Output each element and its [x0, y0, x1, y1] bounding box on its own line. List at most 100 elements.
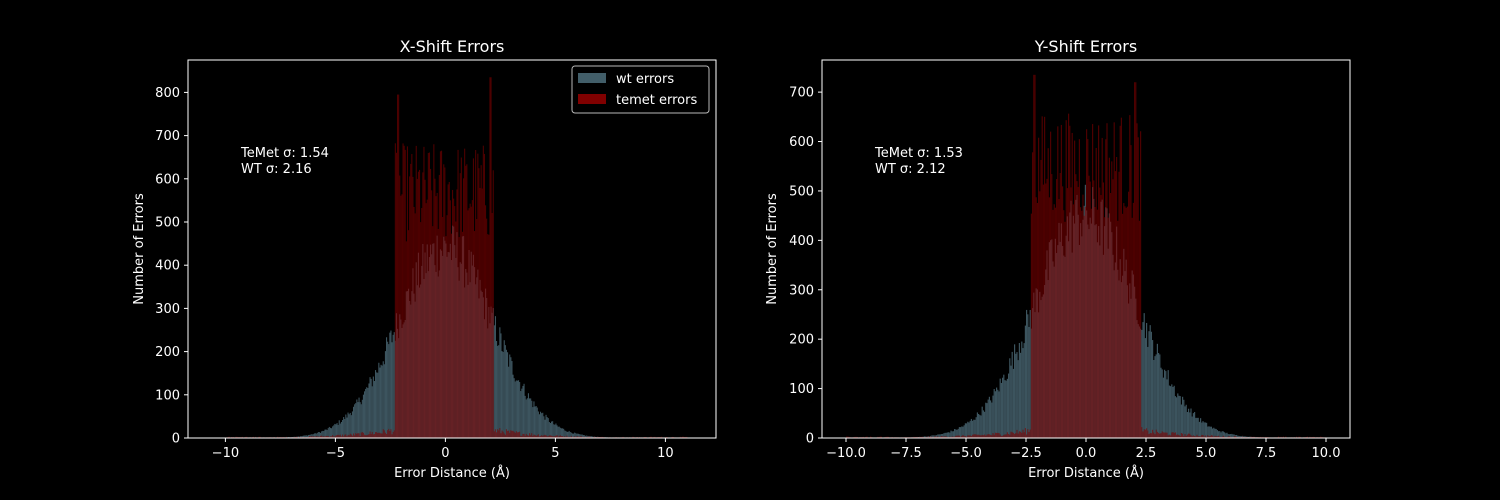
- temet-bar: [1166, 432, 1168, 438]
- wt-bar: [1142, 322, 1144, 438]
- wt-bar: [1021, 341, 1023, 438]
- temet-bar: [538, 436, 540, 438]
- wt-bar: [333, 425, 335, 438]
- temet-bar: [397, 94, 399, 438]
- temet-bar: [542, 435, 544, 438]
- temet-bar: [1134, 82, 1136, 439]
- wt-bar: [354, 404, 356, 438]
- temet-bar: [914, 436, 916, 438]
- wt-bar: [336, 423, 338, 438]
- wt-bar: [304, 435, 306, 438]
- y-tick-label: 800: [155, 86, 180, 101]
- legend-swatch-temet: [578, 94, 606, 104]
- temet-bar: [431, 190, 433, 438]
- temet-bar: [446, 215, 448, 438]
- wt-bar: [968, 422, 970, 438]
- wt-bar: [307, 434, 309, 438]
- temet-bar: [368, 434, 370, 438]
- temet-bar: [337, 434, 339, 438]
- temet-bar: [392, 431, 394, 438]
- temet-bar: [946, 436, 948, 438]
- wt-bar: [1178, 395, 1180, 438]
- temet-bar: [580, 436, 582, 438]
- temet-bar: [321, 435, 323, 438]
- wt-bar: [1213, 427, 1215, 438]
- wt-bar: [1202, 421, 1204, 438]
- temet-bar: [496, 432, 498, 438]
- temet-bar: [344, 434, 346, 438]
- wt-bar: [1218, 431, 1220, 438]
- wt-bar: [564, 430, 566, 438]
- temet-bar: [523, 433, 525, 438]
- temet-bar: [450, 233, 452, 438]
- temet-bar: [437, 228, 439, 438]
- temet-bar: [480, 165, 482, 438]
- x-tick-label: −7.5: [890, 446, 922, 461]
- temet-bar: [294, 436, 296, 438]
- wt-bar: [1146, 322, 1148, 438]
- wt-bar: [1173, 385, 1175, 438]
- temet-bar: [488, 234, 490, 438]
- wt-bar: [566, 431, 568, 438]
- temet-bar: [463, 178, 465, 439]
- temet-bar: [991, 435, 993, 438]
- temet-bar: [1096, 209, 1098, 438]
- temet-bar: [1053, 204, 1055, 438]
- wt-bar: [990, 400, 992, 438]
- wt-bar: [1179, 396, 1181, 438]
- wt-bar: [531, 400, 533, 438]
- temet-bar: [558, 435, 560, 438]
- temet-bar: [481, 188, 483, 438]
- wt-bar: [1196, 417, 1198, 438]
- temet-bar: [1005, 434, 1007, 438]
- wt-bar: [925, 436, 927, 438]
- temet-bar: [1233, 436, 1235, 438]
- wt-bar: [328, 426, 330, 438]
- x-tick-label: −10: [212, 446, 239, 461]
- wt-bar: [575, 433, 577, 438]
- temet-bar: [426, 199, 428, 438]
- temet-bar: [380, 433, 382, 438]
- temet-bar: [980, 435, 982, 438]
- temet-bar: [973, 434, 975, 438]
- temet-bar: [1035, 197, 1037, 438]
- temet-bar: [957, 435, 959, 438]
- wt-bar: [952, 431, 954, 438]
- temet-bar: [1112, 179, 1114, 438]
- wt-bar: [345, 414, 347, 438]
- temet-bar: [371, 432, 373, 438]
- wt-bar: [1198, 421, 1200, 438]
- wt-bar: [1022, 348, 1024, 438]
- temet-bar: [573, 436, 575, 438]
- wt-bar: [315, 433, 317, 438]
- temet-bar: [1146, 428, 1148, 438]
- wt-bar: [1201, 422, 1203, 438]
- wt-bar: [1008, 373, 1010, 438]
- temet-bar: [336, 434, 338, 438]
- temet-bar: [1150, 433, 1152, 438]
- wt-bar: [1197, 417, 1199, 438]
- temet-bar: [1162, 432, 1164, 438]
- temet-bar: [576, 436, 578, 438]
- temet-bar: [981, 434, 983, 438]
- temet-bar: [432, 226, 434, 438]
- wt-bar: [1225, 433, 1227, 438]
- temet-bar: [530, 435, 532, 438]
- wt-bar: [936, 435, 938, 438]
- wt-bar: [543, 416, 545, 438]
- temet-bar: [1296, 436, 1298, 438]
- wt-bar: [998, 391, 1000, 438]
- temet-bar: [589, 436, 591, 438]
- temet-bar: [996, 432, 998, 438]
- y-tick-label: 400: [789, 234, 814, 249]
- temet-bar: [1058, 199, 1060, 438]
- wt-bar: [552, 421, 554, 438]
- temet-bar: [516, 432, 518, 438]
- temet-bar: [969, 435, 971, 438]
- temet-bar: [479, 187, 481, 438]
- temet-bar: [399, 175, 401, 439]
- temet-bar: [311, 436, 313, 438]
- temet-bar: [1100, 195, 1102, 438]
- wt-bar: [353, 406, 355, 438]
- temet-bar: [1062, 186, 1064, 438]
